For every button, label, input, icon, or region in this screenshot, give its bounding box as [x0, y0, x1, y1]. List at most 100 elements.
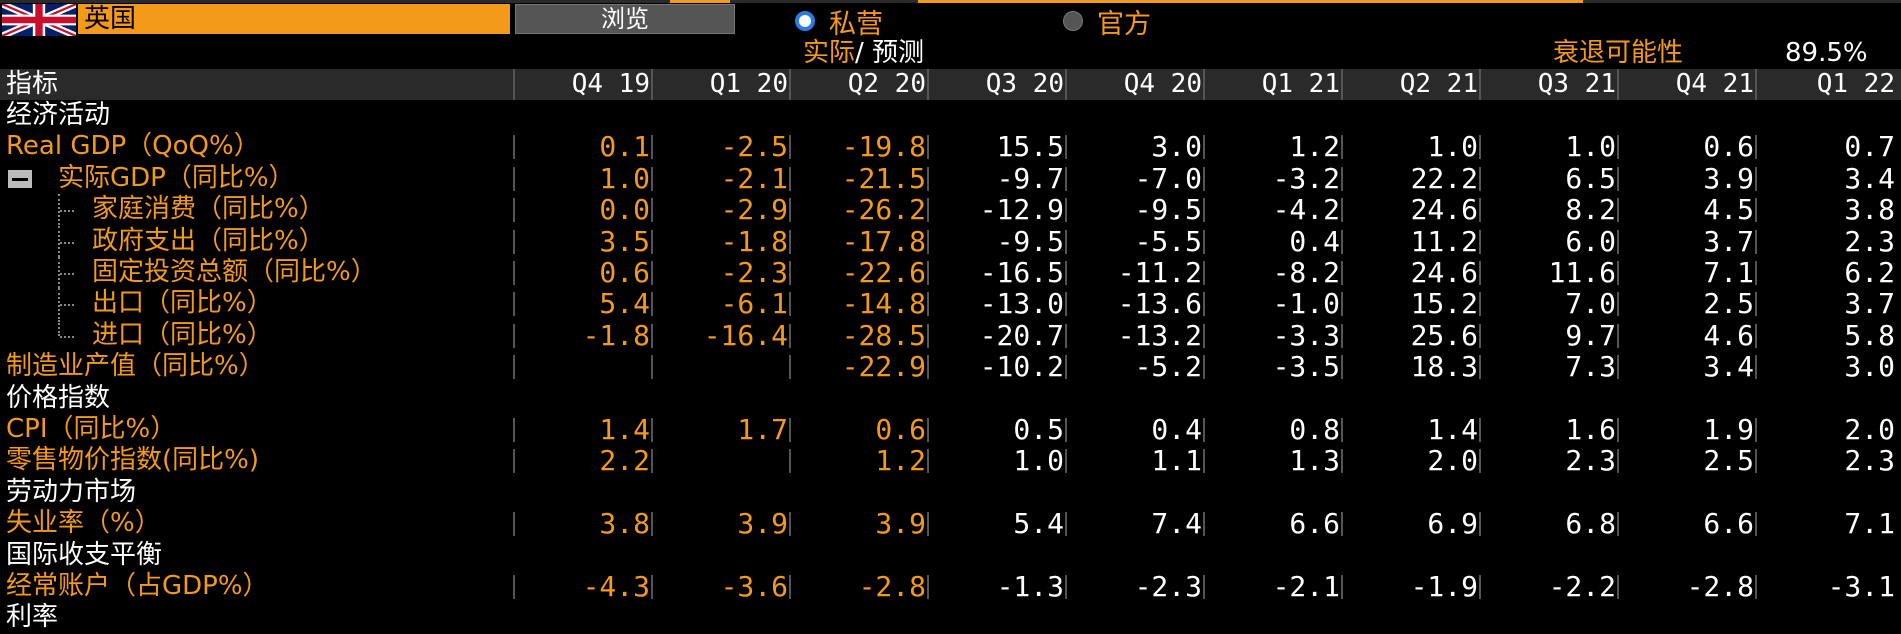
table-cell[interactable]: -5.2 [1134, 350, 1202, 384]
table-cell[interactable]: 7.4 [1151, 507, 1202, 541]
table-row[interactable]: 家庭消费（同比%） 0.0 -2.9 -26.2 -12.9 -9.5 -4.2 24.6 8.… [0, 193, 1901, 227]
collapse-icon[interactable] [8, 169, 32, 188]
table-cell[interactable]: 0.4 [1151, 413, 1202, 446]
table-cell[interactable]: 6.8 [1565, 507, 1616, 541]
table-cell[interactable]: -3.5 [1272, 350, 1340, 384]
table-cell[interactable]: -13.2 [1117, 318, 1202, 352]
table-cell[interactable]: 0.0 [599, 193, 650, 227]
table-cell[interactable]: 1.1 [1151, 444, 1202, 478]
table-cell[interactable]: 2.5 [1703, 287, 1754, 321]
table-cell[interactable]: -20.7 [979, 318, 1064, 352]
column-header[interactable]: Q4 20 [1123, 69, 1202, 99]
table-cell[interactable]: 22.2 [1410, 161, 1478, 195]
browse-button[interactable]: 浏览 [515, 4, 735, 34]
table-row[interactable]: 出口（同比%） 5.4 -6.1 -14.8 -13.0 -13.6 -1.0 15.2 7.0… [0, 287, 1901, 321]
table-cell[interactable]: 6.9 [1427, 507, 1478, 541]
table-row[interactable]: CPI（同比%） 1.4 1.7 0.6 0.5 0.4 0.8 1.4 1.6 1.9 2.0 [0, 414, 1901, 445]
table-cell[interactable]: -1.8 [720, 224, 788, 258]
table-cell[interactable]: -3.1 [1827, 570, 1895, 603]
column-header[interactable]: Q3 21 [1537, 69, 1616, 99]
table-cell[interactable] [520, 351, 650, 382]
table-cell[interactable]: -9.5 [996, 224, 1064, 258]
table-cell[interactable]: 9.7 [1565, 318, 1616, 352]
table-cell[interactable]: 7.1 [1703, 256, 1754, 289]
table-cell[interactable]: -2.1 [720, 161, 788, 195]
table-cell[interactable]: -28.5 [841, 318, 926, 352]
table-cell[interactable]: 24.6 [1410, 193, 1478, 227]
table-cell[interactable]: -2.2 [1548, 570, 1616, 603]
table-cell[interactable]: 1.4 [1427, 413, 1478, 446]
table-cell[interactable]: 3.7 [1844, 287, 1895, 321]
table-cell[interactable]: 3.4 [1844, 161, 1895, 195]
column-header[interactable]: Q4 21 [1675, 69, 1754, 99]
table-row[interactable]: 失业率（%） 3.8 3.9 3.9 5.4 7.4 6.6 6.9 6.8 6.6 7.1 [0, 508, 1901, 539]
table-cell[interactable]: 1.3 [1289, 444, 1340, 478]
table-cell[interactable]: -2.3 [1134, 570, 1202, 603]
table-cell[interactable]: 8.2 [1565, 193, 1616, 227]
table-cell[interactable]: 25.6 [1410, 318, 1478, 352]
table-cell[interactable]: 3.7 [1703, 224, 1754, 258]
table-cell[interactable]: 0.8 [1289, 413, 1340, 446]
column-header[interactable]: Q2 21 [1399, 69, 1478, 99]
table-cell[interactable]: -4.3 [582, 570, 650, 603]
table-cell[interactable]: 3.0 [1151, 130, 1202, 164]
table-cell[interactable]: 1.2 [875, 444, 926, 478]
table-cell[interactable]: -2.8 [1686, 570, 1754, 603]
table-cell[interactable]: -22.6 [841, 256, 926, 289]
table-cell[interactable]: 6.6 [1289, 507, 1340, 541]
table-cell[interactable]: -1.8 [582, 318, 650, 352]
table-cell[interactable]: 15.5 [996, 130, 1064, 164]
table-cell[interactable]: 3.8 [1844, 193, 1895, 227]
table-cell[interactable]: 2.3 [1844, 444, 1895, 478]
table-cell[interactable]: 2.3 [1844, 224, 1895, 258]
table-cell[interactable]: 7.1 [1844, 507, 1895, 541]
table-cell[interactable]: 2.2 [599, 444, 650, 478]
column-header[interactable]: Q2 20 [847, 69, 926, 99]
table-cell[interactable]: -13.0 [979, 287, 1064, 321]
table-cell[interactable]: -22.9 [841, 350, 926, 384]
table-cell[interactable]: 15.2 [1410, 287, 1478, 321]
table-cell[interactable]: 18.3 [1410, 350, 1478, 384]
table-cell[interactable]: -5.5 [1134, 224, 1202, 258]
table-cell[interactable]: 0.5 [1013, 413, 1064, 446]
table-cell[interactable]: 0.4 [1289, 224, 1340, 258]
table-cell[interactable]: -6.1 [720, 287, 788, 321]
table-cell[interactable]: 0.1 [599, 130, 650, 164]
country-input[interactable]: 英国 [78, 4, 510, 34]
table-cell[interactable]: -1.3 [996, 570, 1064, 603]
table-cell[interactable]: -12.9 [979, 193, 1064, 227]
table-row[interactable]: 制造业产值（同比%） -22.9 -10.2 -5.2 -3.5 18.3 7.3 3.4 3.… [0, 351, 1901, 382]
table-cell[interactable]: 4.5 [1703, 193, 1754, 227]
table-cell[interactable]: -2.1 [1272, 570, 1340, 603]
table-row[interactable]: 政府支出（同比%） 3.5 -1.8 -17.8 -9.5 -5.5 0.4 11.2 6.0 3… [0, 224, 1901, 258]
table-cell[interactable]: -8.2 [1272, 256, 1340, 289]
table-cell[interactable]: 1.0 [1427, 130, 1478, 164]
column-header[interactable]: Q4 19 [571, 69, 650, 99]
table-cell[interactable]: 4.6 [1703, 318, 1754, 352]
table-cell[interactable]: 5.4 [1013, 507, 1064, 541]
table-cell[interactable]: 11.2 [1410, 224, 1478, 258]
table-cell[interactable]: -3.3 [1272, 318, 1340, 352]
table-cell[interactable]: -21.5 [841, 161, 926, 195]
table-cell[interactable]: 7.0 [1565, 287, 1616, 321]
radio-private[interactable]: 私营 [795, 6, 883, 40]
table-row[interactable]: Real GDP（QoQ%） 0.1 -2.5 -19.8 15.5 3.0 1.2 1.0 1… [0, 131, 1901, 162]
table-cell[interactable]: 3.0 [1844, 350, 1895, 384]
table-cell[interactable] [658, 351, 788, 382]
table-cell[interactable]: -10.2 [979, 350, 1064, 384]
table-cell[interactable]: 2.3 [1565, 444, 1616, 478]
table-cell[interactable]: -17.8 [841, 224, 926, 258]
table-cell[interactable]: 0.6 [1703, 130, 1754, 164]
table-cell[interactable]: -2.8 [858, 570, 926, 603]
table-cell[interactable]: 24.6 [1410, 256, 1478, 289]
table-cell[interactable]: 1.9 [1703, 413, 1754, 446]
table-cell[interactable]: 1.0 [1013, 444, 1064, 478]
table-cell[interactable]: -4.2 [1272, 193, 1340, 227]
table-cell[interactable]: -3.2 [1272, 161, 1340, 195]
table-cell[interactable]: 5.8 [1844, 318, 1895, 352]
table-cell[interactable]: -26.2 [841, 193, 926, 227]
table-cell[interactable] [658, 445, 788, 476]
table-cell[interactable]: 3.4 [1703, 350, 1754, 384]
table-cell[interactable]: 3.8 [599, 507, 650, 541]
column-header[interactable]: Q1 20 [709, 69, 788, 99]
